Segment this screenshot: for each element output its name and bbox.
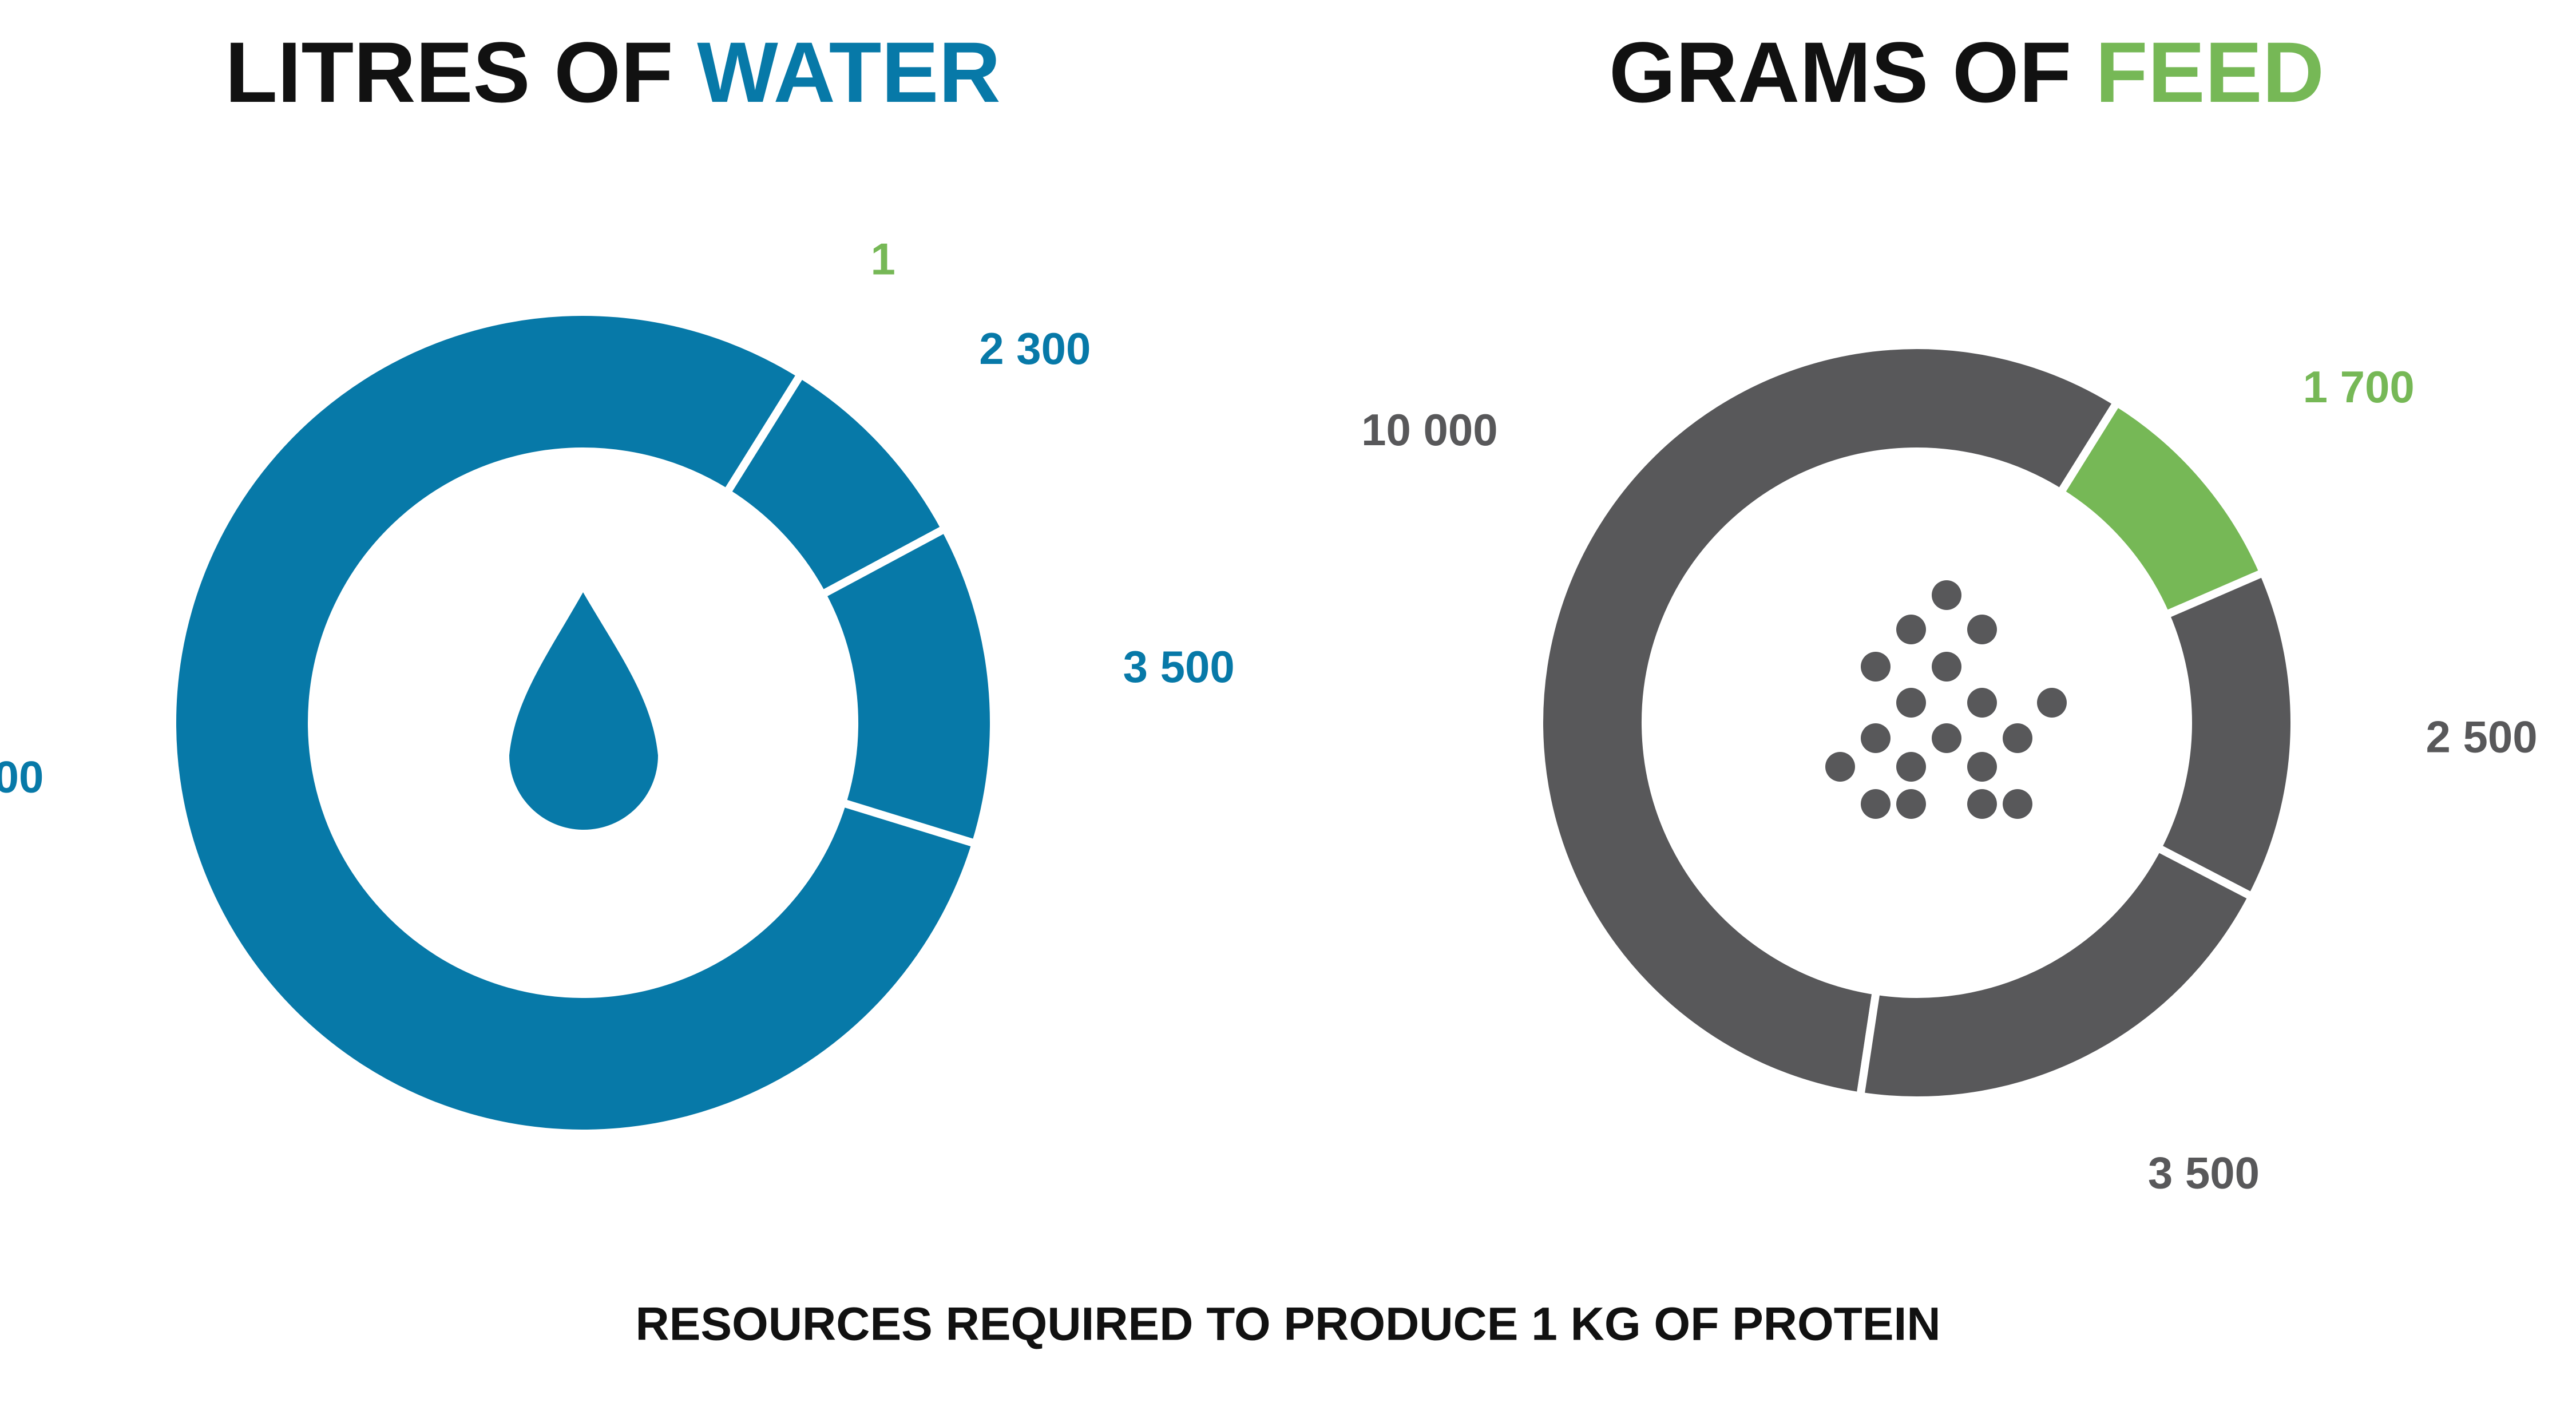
value-label: 10 000 (1361, 405, 1498, 455)
feed-icon (1825, 580, 2067, 819)
value-label: 2 500 (2426, 712, 2537, 762)
donut-segment (2153, 568, 2298, 901)
title-text: GRAMS OF (1609, 24, 2071, 120)
value-label: 22 000 (0, 752, 43, 802)
title-highlight: FEED (2095, 24, 2324, 120)
donut-segment (818, 524, 998, 848)
donut-segment (168, 308, 980, 1138)
title-text: LITRES OF (225, 24, 673, 120)
value-label: 1 700 (2303, 362, 2415, 412)
caption: RESOURCES REQUIRED TO PRODUCE 1 KG OF PR… (635, 1298, 1940, 1350)
water-drop-icon (509, 592, 658, 830)
value-label: 3 500 (1123, 641, 1235, 692)
value-label: 2 300 (979, 323, 1091, 374)
donut-segment (1535, 341, 2121, 1100)
value-label: 1 (870, 234, 895, 284)
value-label: 3 500 (2148, 1148, 2260, 1198)
chart-title: GRAMS OF FEED (1609, 24, 2324, 120)
donut-segment (1856, 843, 2256, 1104)
chart-title: LITRES OF WATER (225, 24, 1001, 120)
title-highlight: WATER (697, 24, 1001, 120)
